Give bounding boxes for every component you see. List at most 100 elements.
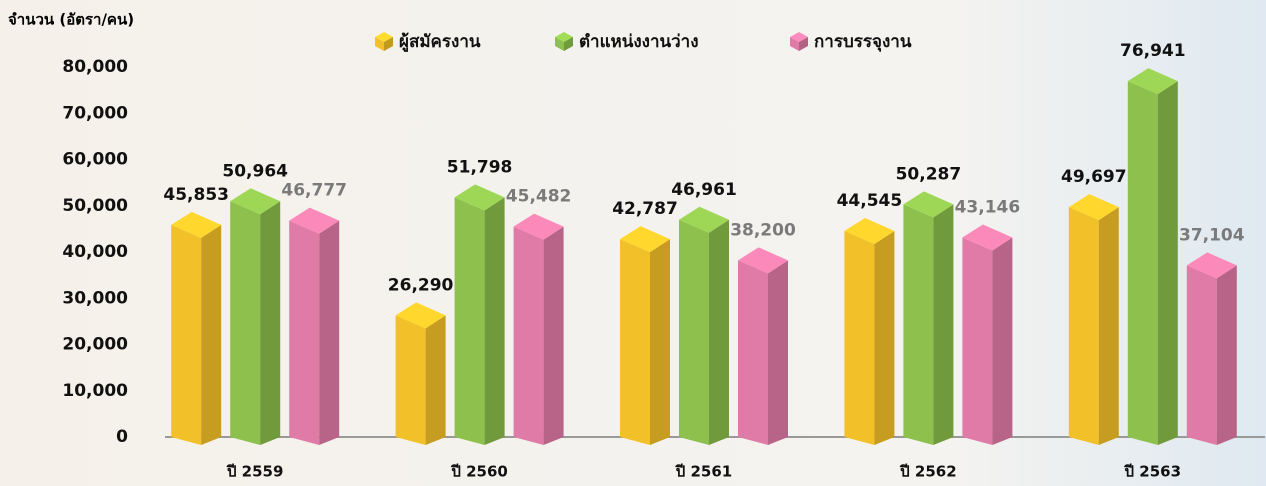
legend-item: ตำแหน่งงานว่าง <box>555 32 699 52</box>
bar <box>171 211 222 445</box>
legend-icon <box>799 37 808 51</box>
bar-front <box>395 315 426 445</box>
bar-top <box>230 188 281 215</box>
value-label: 49,697 <box>1061 167 1127 187</box>
value-label: 45,482 <box>506 187 572 207</box>
bar <box>679 206 729 445</box>
value-label: 37,104 <box>1179 225 1245 245</box>
bar-top <box>1068 194 1119 221</box>
value-label: 50,964 <box>222 161 288 181</box>
bar-top <box>1186 252 1237 279</box>
bar-side <box>768 260 788 445</box>
bar <box>513 213 564 445</box>
value-label: 46,777 <box>281 181 347 201</box>
legend-label: ตำแหน่งงานว่าง <box>579 32 699 52</box>
legend-item: ผู้สมัครงาน <box>375 32 481 53</box>
bar-side <box>874 230 895 445</box>
bar-front <box>620 239 650 445</box>
y-tick-label: 30,000 <box>62 288 128 308</box>
bar <box>962 224 1013 445</box>
bar <box>289 207 340 445</box>
bar-top <box>620 226 670 253</box>
legend-icon <box>555 37 564 51</box>
value-label: 45,853 <box>163 185 229 205</box>
bar <box>454 184 505 445</box>
bar-side <box>992 237 1013 445</box>
bar-side <box>933 204 954 445</box>
bar-front <box>903 204 934 445</box>
x-tick-label: ปี 2559 <box>226 463 283 481</box>
y-tick-label: 60,000 <box>62 150 128 170</box>
bar-front <box>844 230 875 445</box>
bar <box>738 247 788 445</box>
bar-top <box>289 207 340 234</box>
bar-front <box>1068 207 1099 445</box>
legend-icon <box>375 37 384 51</box>
bar-front <box>454 197 485 445</box>
bar-top <box>395 302 446 329</box>
legend-label: ผู้สมัครงาน <box>399 32 481 53</box>
bar-top <box>454 184 505 211</box>
bar <box>844 217 895 445</box>
x-tick-label: ปี 2561 <box>675 463 732 481</box>
bar-side <box>484 197 505 445</box>
bar <box>1127 68 1178 445</box>
bar-front <box>289 220 320 445</box>
value-label: 42,787 <box>612 199 678 219</box>
value-label: 43,146 <box>955 197 1021 217</box>
y-tick-label: 20,000 <box>62 335 128 355</box>
bar <box>395 302 446 445</box>
x-tick-label: ปี 2560 <box>450 463 507 481</box>
bar-side <box>543 226 564 445</box>
bar-top <box>171 211 222 238</box>
y-tick-label: 80,000 <box>62 57 128 77</box>
y-tick-label: 0 <box>116 427 128 447</box>
bar <box>1068 194 1119 445</box>
bar-top <box>844 217 895 244</box>
y-tick-label: 50,000 <box>62 196 128 216</box>
y-axis-label: จำนวน (อัตรา/คน) <box>8 11 134 29</box>
value-label: 38,200 <box>730 220 796 240</box>
value-label: 76,941 <box>1120 41 1186 61</box>
value-label: 46,961 <box>671 180 737 200</box>
bar-front <box>962 237 993 445</box>
bar <box>230 188 281 445</box>
bar-side <box>1216 265 1237 445</box>
legend-item: การบรรจุงาน <box>790 32 912 52</box>
bar-side <box>650 239 670 445</box>
bar-side <box>319 220 340 445</box>
legend-icon <box>564 37 573 51</box>
bar-top <box>1127 68 1178 95</box>
y-tick-label: 70,000 <box>62 103 128 123</box>
bar-front <box>513 226 544 445</box>
bar-side <box>1098 207 1119 445</box>
value-label: 26,290 <box>388 275 454 295</box>
bar-front <box>230 201 261 445</box>
value-label: 44,545 <box>837 191 903 211</box>
bar-top <box>903 191 954 218</box>
bar-top <box>679 206 729 233</box>
x-tick-label: ปี 2562 <box>899 463 956 481</box>
bar <box>620 226 670 445</box>
legend-label: การบรรจุงาน <box>814 32 912 52</box>
legend-icon <box>790 37 799 51</box>
bar <box>903 191 954 445</box>
bar-side <box>201 224 222 445</box>
bar-top <box>962 224 1013 251</box>
bar-top <box>738 247 788 274</box>
x-tick-label: ปี 2563 <box>1124 463 1181 481</box>
y-tick-label: 40,000 <box>62 242 128 262</box>
y-tick-label: 10,000 <box>62 381 128 401</box>
bar-front <box>1186 265 1217 445</box>
bar-front <box>738 260 768 445</box>
bar-top <box>513 213 564 240</box>
bar-side <box>1157 81 1178 445</box>
value-label: 50,287 <box>896 164 962 184</box>
bar <box>1186 252 1237 445</box>
bar-front <box>1127 81 1158 445</box>
bar-front <box>171 224 202 445</box>
value-label: 51,798 <box>447 157 513 177</box>
bar-front <box>679 219 709 445</box>
legend-icon <box>384 37 393 51</box>
